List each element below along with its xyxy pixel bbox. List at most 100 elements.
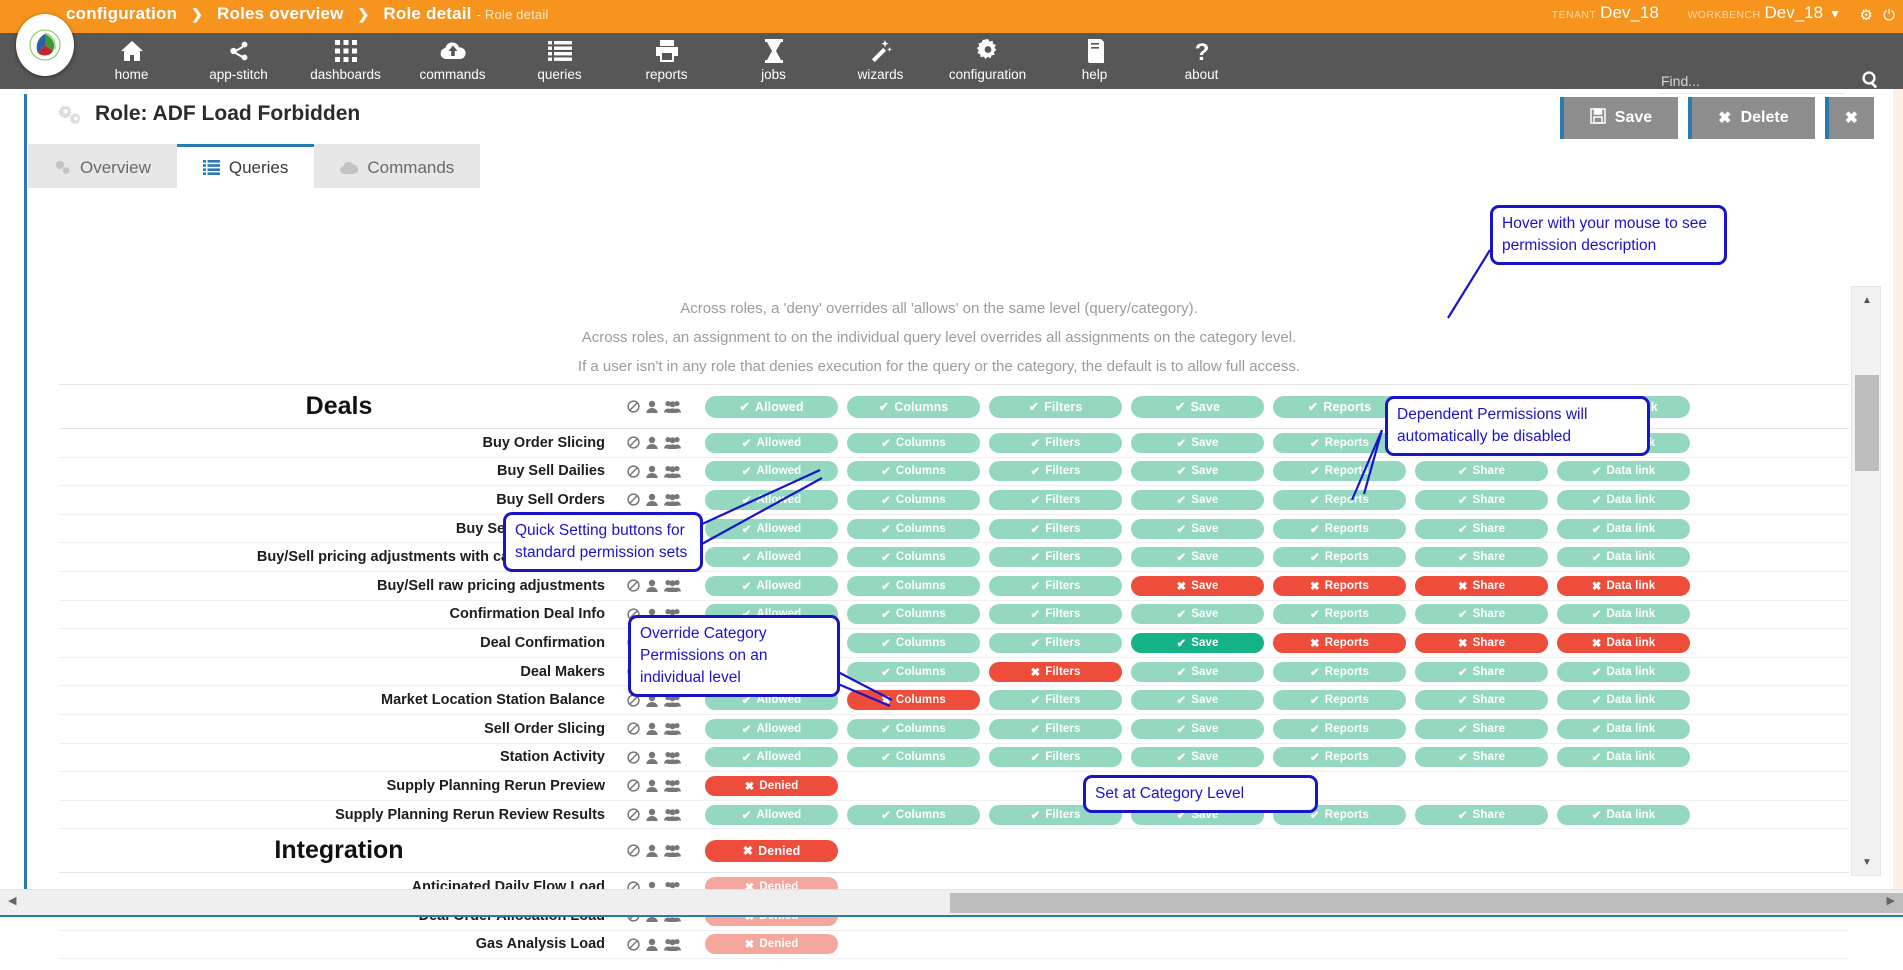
save-button[interactable]: Save [1560, 97, 1678, 139]
permission-pill-share[interactable]: ✔Share [1415, 690, 1548, 710]
permission-pill-data-link[interactable]: ✔Data link [1557, 719, 1690, 739]
vertical-scrollbar-thumb[interactable] [1855, 375, 1879, 471]
scroll-down-icon[interactable]: ▼ [1852, 849, 1882, 875]
breadcrumb-item-configuration[interactable]: configuration [66, 4, 177, 23]
deny-circle-icon[interactable] [627, 722, 640, 735]
permission-pill-save[interactable]: ✔Save [1131, 396, 1264, 418]
chevron-down-icon[interactable]: ▼ [1829, 7, 1841, 21]
permission-pill-share[interactable]: ✖Share [1415, 576, 1548, 596]
permission-pill-share[interactable]: ✔Share [1415, 490, 1548, 510]
permission-pill-reports[interactable]: ✖Reports [1273, 576, 1406, 596]
permission-pill-filters[interactable]: ✔Filters [989, 604, 1122, 624]
breadcrumb-item-roles-overview[interactable]: Roles overview [217, 4, 344, 23]
group-users-icon[interactable] [664, 436, 681, 449]
permission-pill-allowed[interactable]: ✔Allowed [705, 461, 838, 481]
permission-pill-columns[interactable]: ✖Columns [847, 690, 980, 710]
search-input[interactable] [1659, 71, 1844, 95]
deny-circle-icon[interactable] [627, 808, 640, 821]
permission-pill-filters[interactable]: ✔Filters [989, 433, 1122, 453]
deny-circle-icon[interactable] [627, 400, 640, 413]
permission-pill-data-link[interactable]: ✖Data link [1557, 576, 1690, 596]
deny-circle-icon[interactable] [627, 436, 640, 449]
deny-circle-icon[interactable] [627, 493, 640, 506]
permission-pill-filters[interactable]: ✔Filters [989, 461, 1122, 481]
permission-pill-columns[interactable]: ✔Columns [847, 519, 980, 539]
permission-pill-save[interactable]: ✔Save [1131, 433, 1264, 453]
nav-item-configuration[interactable]: configuration [934, 33, 1041, 89]
nav-item-jobs[interactable]: jobs [720, 33, 827, 89]
permission-pill-denied[interactable]: ✖Denied [705, 840, 838, 862]
nav-item-wizards[interactable]: wizards [827, 33, 934, 89]
permission-pill-data-link[interactable]: ✔Data link [1557, 805, 1690, 825]
permission-pill-data-link[interactable]: ✔Data link [1557, 519, 1690, 539]
single-user-icon[interactable] [645, 722, 659, 735]
permission-pill-allowed[interactable]: ✔Allowed [705, 519, 838, 539]
permission-pill-save[interactable]: ✔Save [1131, 490, 1264, 510]
nav-item-app-stitch[interactable]: app-stitch [185, 33, 292, 89]
deny-circle-icon[interactable] [627, 579, 640, 592]
permission-pill-reports[interactable]: ✔Reports [1273, 519, 1406, 539]
permission-pill-columns[interactable]: ✔Columns [847, 662, 980, 682]
permission-pill-columns[interactable]: ✔Columns [847, 396, 980, 418]
permission-pill-reports[interactable]: ✔Reports [1273, 719, 1406, 739]
single-user-icon[interactable] [645, 465, 659, 478]
permission-pill-columns[interactable]: ✔Columns [847, 604, 980, 624]
nav-item-about[interactable]: ? about [1148, 33, 1255, 89]
permission-pill-share[interactable]: ✔Share [1415, 461, 1548, 481]
permission-pill-allowed[interactable]: ✔Allowed [705, 490, 838, 510]
permission-pill-save[interactable]: ✔Save [1131, 461, 1264, 481]
permission-pill-share[interactable]: ✔Share [1415, 719, 1548, 739]
tab-commands[interactable]: Commands [314, 144, 480, 188]
permission-pill-share[interactable]: ✔Share [1415, 662, 1548, 682]
single-user-icon[interactable] [645, 579, 659, 592]
vertical-scrollbar[interactable]: ▲ ▼ [1851, 286, 1881, 876]
single-user-icon[interactable] [645, 400, 659, 413]
permission-pill-save[interactable]: ✔Save [1131, 662, 1264, 682]
permission-pill-save[interactable]: ✔Save [1131, 604, 1264, 624]
search-box[interactable] [1659, 71, 1879, 95]
permission-pill-save[interactable]: ✔Save [1131, 719, 1264, 739]
permission-pill-denied[interactable]: ✖Denied [705, 934, 838, 954]
group-users-icon[interactable] [664, 465, 681, 478]
permission-pill-save[interactable]: ✔Save [1131, 633, 1264, 653]
permission-pill-reports[interactable]: ✔Reports [1273, 690, 1406, 710]
nav-item-reports[interactable]: reports [613, 33, 720, 89]
delete-button[interactable]: ✖ Delete [1688, 97, 1814, 139]
permission-pill-reports[interactable]: ✔Reports [1273, 604, 1406, 624]
permission-pill-data-link[interactable]: ✔Data link [1557, 604, 1690, 624]
single-user-icon[interactable] [645, 779, 659, 792]
group-users-icon[interactable] [664, 751, 681, 764]
nav-item-commands[interactable]: commands [399, 33, 506, 89]
group-users-icon[interactable] [664, 844, 681, 857]
permission-pill-allowed[interactable]: ✔Allowed [705, 576, 838, 596]
permission-pill-share[interactable]: ✖Share [1415, 633, 1548, 653]
group-users-icon[interactable] [664, 808, 681, 821]
permission-pill-save[interactable]: ✔Save [1131, 747, 1264, 767]
permission-pill-filters[interactable]: ✔Filters [989, 690, 1122, 710]
permission-pill-filters[interactable]: ✔Filters [989, 747, 1122, 767]
deny-circle-icon[interactable] [627, 938, 640, 951]
permission-pill-reports[interactable]: ✔Reports [1273, 461, 1406, 481]
horizontal-scrollbar[interactable]: ◀ ▶ [0, 889, 1903, 915]
permission-pill-reports[interactable]: ✔Reports [1273, 662, 1406, 682]
power-icon[interactable]: ⏻ [1883, 7, 1895, 24]
permission-pill-reports[interactable]: ✔Reports [1273, 747, 1406, 767]
permission-pill-allowed[interactable]: ✔Allowed [705, 433, 838, 453]
permission-pill-reports[interactable]: ✔Reports [1273, 490, 1406, 510]
permission-pill-share[interactable]: ✔Share [1415, 747, 1548, 767]
permission-pill-data-link[interactable]: ✔Data link [1557, 490, 1690, 510]
permission-pill-save[interactable]: ✔Save [1131, 690, 1264, 710]
permission-pill-columns[interactable]: ✔Columns [847, 719, 980, 739]
permission-pill-columns[interactable]: ✔Columns [847, 633, 980, 653]
permission-pill-filters[interactable]: ✔Filters [989, 396, 1122, 418]
permission-pill-share[interactable]: ✔Share [1415, 547, 1548, 567]
permission-pill-data-link[interactable]: ✔Data link [1557, 662, 1690, 682]
single-user-icon[interactable] [645, 493, 659, 506]
permission-pill-columns[interactable]: ✔Columns [847, 547, 980, 567]
group-users-icon[interactable] [664, 722, 681, 735]
single-user-icon[interactable] [645, 436, 659, 449]
permission-pill-save[interactable]: ✖Save [1131, 576, 1264, 596]
permission-pill-columns[interactable]: ✔Columns [847, 433, 980, 453]
permission-pill-allowed[interactable]: ✔Allowed [705, 396, 838, 418]
workbench-value[interactable]: Dev_18 [1765, 3, 1824, 22]
